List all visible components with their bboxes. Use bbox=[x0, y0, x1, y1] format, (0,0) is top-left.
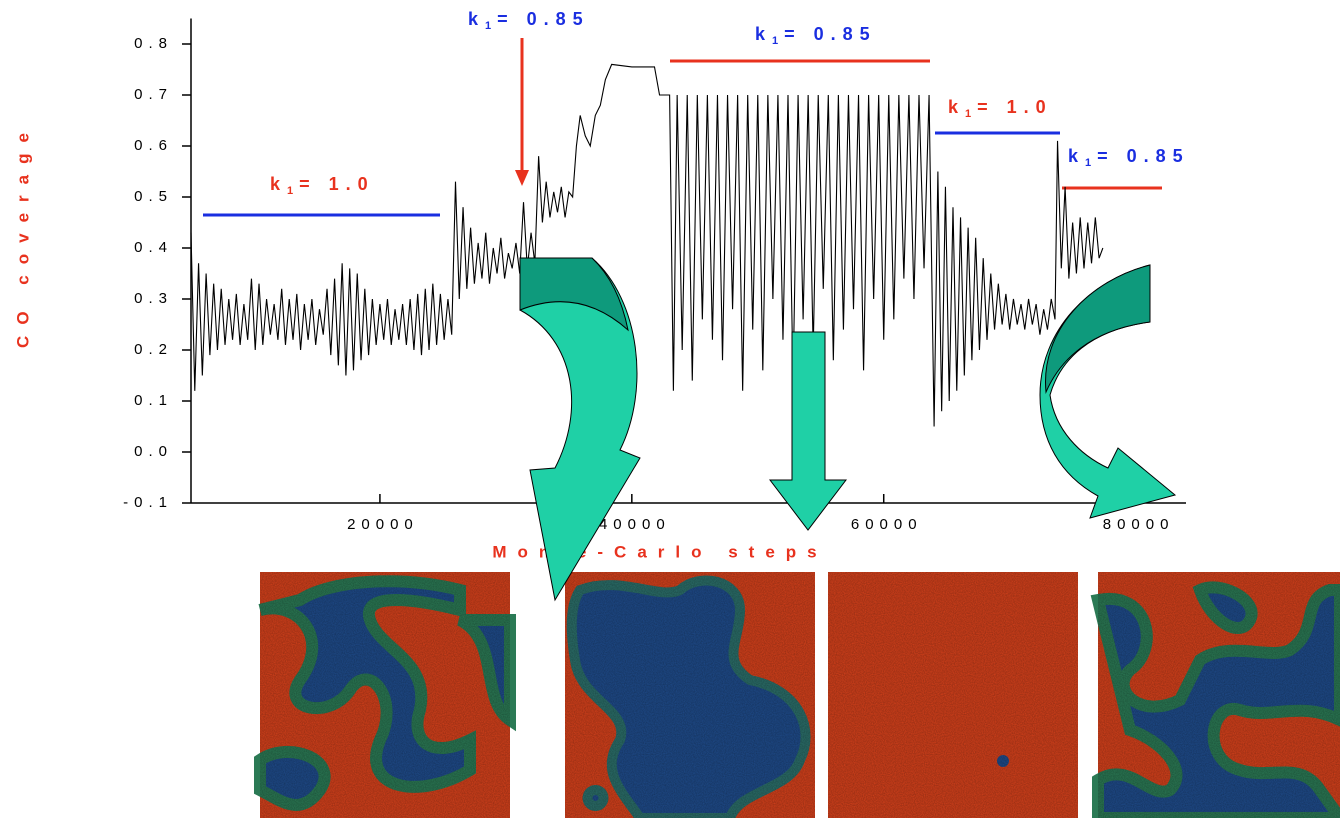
annotation: k1 = 0.85 bbox=[1068, 146, 1190, 169]
annotation-sub: 1 bbox=[772, 35, 778, 47]
annotation-sub: 1 bbox=[965, 108, 971, 120]
snapshot bbox=[565, 572, 815, 818]
snapshot bbox=[260, 572, 510, 818]
y-tick-label: 0.2 bbox=[134, 341, 173, 358]
annotation-value: = 0.85 bbox=[784, 24, 877, 44]
x-tick-label: 80000 bbox=[1103, 516, 1175, 533]
annotation: k1 = 0.85 bbox=[468, 9, 590, 32]
y-tick-label: 0.6 bbox=[134, 137, 173, 154]
arrow bbox=[1040, 265, 1175, 518]
plot: -0.1 0.0 0.1 0.2 0.3 0.4 0.5 0.6 0.7 0.8 20000 4000… bbox=[123, 19, 1186, 533]
annotation-k: k bbox=[468, 9, 485, 29]
annotation-k: k bbox=[1068, 146, 1085, 166]
annotation: k1 = 1.0 bbox=[948, 97, 1053, 120]
annotation-value: = 0.85 bbox=[497, 9, 590, 29]
y-tick-label: 0.0 bbox=[134, 443, 173, 460]
annotation-sub: 1 bbox=[1085, 157, 1091, 169]
y-tick-label: 0.7 bbox=[134, 86, 173, 103]
x-tick-label: 20000 bbox=[347, 516, 419, 533]
x-tick-label: 40000 bbox=[599, 516, 671, 533]
annotation-value: = 1.0 bbox=[299, 174, 375, 194]
y-tick-label: 0.8 bbox=[134, 35, 173, 52]
arrow bbox=[770, 332, 846, 530]
annotation: k1 = 1.0 bbox=[270, 174, 375, 197]
annotation-k: k bbox=[270, 174, 287, 194]
annotation-sub: 1 bbox=[485, 20, 491, 32]
y-tick-label: 0.1 bbox=[134, 392, 173, 409]
y-tick-label: -0.1 bbox=[123, 494, 173, 511]
y-tick-label: 0.5 bbox=[134, 188, 173, 205]
annotation-value: = 1.0 bbox=[977, 97, 1053, 117]
snapshot bbox=[828, 572, 1078, 818]
x-axis-label: Monte-Carlo steps bbox=[492, 542, 827, 561]
figure: -0.1 0.0 0.1 0.2 0.3 0.4 0.5 0.6 0.7 0.8 20000 4000… bbox=[0, 0, 1340, 818]
y-axis-label: CO coverage bbox=[13, 122, 32, 348]
y-tick-label: 0.4 bbox=[134, 239, 173, 256]
y-tick-label: 0.3 bbox=[134, 290, 173, 307]
x-tick-label: 60000 bbox=[851, 516, 923, 533]
annotation-value: = 0.85 bbox=[1097, 146, 1190, 166]
annotation-k: k bbox=[948, 97, 965, 117]
annotation-sub: 1 bbox=[287, 185, 293, 197]
annotation-k: k bbox=[755, 24, 772, 44]
pointer-arrow bbox=[515, 38, 529, 186]
snapshot bbox=[1098, 572, 1340, 818]
annotation: k1 = 0.85 bbox=[755, 24, 877, 47]
